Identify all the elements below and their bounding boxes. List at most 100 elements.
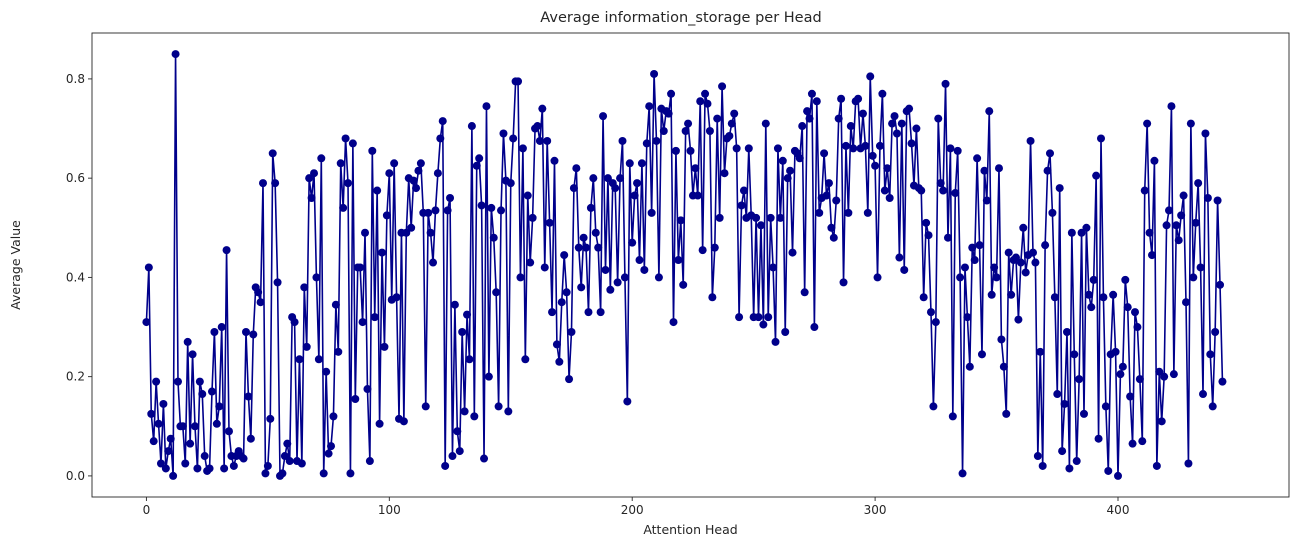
data-point [152, 377, 161, 386]
data-point [756, 221, 765, 230]
data-point [266, 414, 275, 423]
data-point [1053, 390, 1062, 399]
data-point [652, 136, 661, 145]
data-point [968, 243, 977, 252]
data-point [263, 461, 272, 470]
data-point [390, 159, 399, 168]
data-point [205, 464, 214, 473]
data-point [999, 362, 1008, 371]
data-point [970, 256, 979, 265]
data-point [769, 263, 778, 272]
data-point [577, 283, 586, 292]
data-point [1157, 417, 1166, 426]
y-tick-label: 0.8 [66, 72, 85, 86]
data-point [1033, 452, 1042, 461]
data-point [1152, 461, 1161, 470]
data-point [1067, 228, 1076, 237]
data-point [499, 129, 508, 138]
data-point [324, 449, 333, 458]
data-point [892, 129, 901, 138]
data-point [195, 377, 204, 386]
data-point [1121, 275, 1130, 284]
data-point [705, 127, 714, 136]
data-point [341, 134, 350, 143]
data-point [973, 154, 982, 163]
data-point [1155, 367, 1164, 376]
data-point [776, 213, 785, 222]
data-point [990, 263, 999, 272]
data-point [589, 174, 598, 183]
data-point [888, 119, 897, 128]
data-point [487, 203, 496, 212]
data-point [198, 390, 207, 399]
x-axis-label: Attention Head [643, 522, 737, 537]
data-point [339, 203, 348, 212]
data-point [514, 77, 523, 86]
data-point [297, 459, 306, 468]
data-point [1208, 402, 1217, 411]
data-point [312, 273, 321, 282]
data-point [1160, 372, 1169, 381]
x-tick-label: 200 [621, 503, 644, 517]
data-point [207, 387, 216, 396]
data-point [674, 256, 683, 265]
data-point [810, 323, 819, 332]
data-point [300, 283, 309, 292]
data-point [645, 102, 654, 111]
data-point [1099, 293, 1108, 302]
data-point [953, 146, 962, 155]
data-point [1036, 347, 1045, 356]
data-point [200, 452, 209, 461]
data-point [822, 191, 831, 200]
data-point [161, 464, 170, 473]
data-point [987, 290, 996, 299]
data-point [550, 156, 559, 165]
data-point [1031, 258, 1040, 267]
data-point [436, 134, 445, 143]
data-point [1087, 303, 1096, 312]
data-point [931, 318, 940, 327]
data-point [280, 452, 289, 461]
data-point [295, 355, 304, 364]
data-point [1128, 439, 1137, 448]
data-point [1116, 370, 1125, 379]
data-point [718, 82, 727, 91]
data-point [693, 191, 702, 200]
data-point [820, 149, 829, 158]
data-point [982, 196, 991, 205]
data-point [761, 119, 770, 128]
data-point [426, 228, 435, 237]
data-point [603, 174, 612, 183]
data-point [562, 288, 571, 297]
data-point [412, 184, 421, 193]
data-point [691, 164, 700, 173]
data-point [1055, 184, 1064, 193]
data-point [433, 169, 442, 178]
data-point [890, 112, 899, 121]
data-point [951, 189, 960, 198]
data-point [305, 174, 314, 183]
data-point [453, 427, 462, 436]
data-point [781, 327, 790, 336]
data-point [1104, 466, 1113, 475]
data-point [766, 213, 775, 222]
data-point [446, 194, 455, 203]
data-point [606, 285, 615, 294]
data-point [582, 243, 591, 252]
data-point [1084, 290, 1093, 299]
data-point [1089, 275, 1098, 284]
y-tick-label: 0.6 [66, 171, 85, 185]
data-point [591, 228, 600, 237]
data-point [450, 300, 459, 309]
data-point [317, 154, 326, 163]
data-point [1077, 228, 1086, 237]
data-point [518, 144, 527, 153]
data-point [671, 146, 680, 155]
data-point [980, 166, 989, 175]
data-point [455, 447, 464, 456]
data-point [919, 293, 928, 302]
data-point [314, 355, 323, 364]
data-point [1092, 171, 1101, 180]
data-point [958, 469, 967, 478]
data-point [596, 308, 605, 317]
